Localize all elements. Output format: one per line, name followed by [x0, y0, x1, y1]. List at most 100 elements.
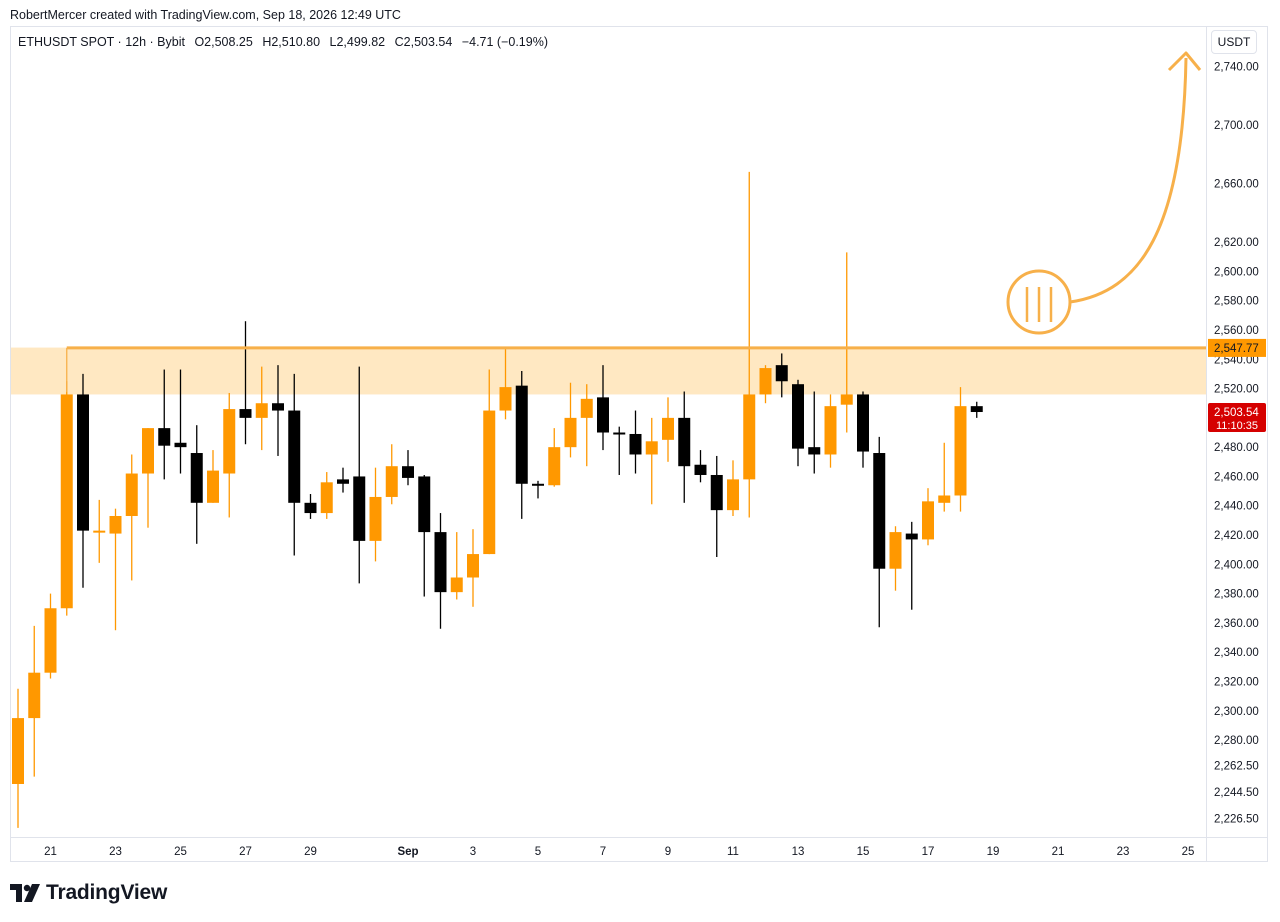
candle [515, 371, 528, 519]
resistance-price-badge [1208, 338, 1266, 357]
candle-body [970, 406, 983, 413]
candle-body [597, 397, 609, 433]
candle-body [272, 403, 284, 411]
candle [564, 382, 577, 458]
candle [970, 401, 983, 418]
candle-body [320, 482, 333, 514]
candle [499, 347, 512, 420]
time-tick-label: 27 [239, 846, 252, 858]
candle [304, 494, 317, 519]
candle-body [564, 417, 577, 448]
chart-credit: RobertMercer created with TradingView.co… [10, 8, 401, 22]
candle [207, 450, 219, 503]
candle-body [662, 417, 674, 440]
price-tick-label: 2,660.00 [1214, 179, 1259, 191]
candle-body [808, 447, 821, 455]
candle-body [369, 496, 382, 541]
candles-layer [12, 171, 983, 828]
symbol-label[interactable]: ETHUSDT SPOT · 12h · Bybit [18, 35, 185, 49]
candle-body [759, 368, 772, 395]
candle-body [223, 409, 236, 474]
candle [808, 391, 821, 474]
currency-button[interactable]: USDT [1211, 30, 1257, 54]
candle [450, 532, 463, 600]
price-tick-label: 2,520.00 [1214, 384, 1259, 396]
time-tick-label: 23 [1117, 846, 1130, 858]
candle [792, 379, 804, 467]
candle-body [402, 466, 414, 478]
candle [922, 488, 934, 546]
resistance-price-label: 2,547.77 [1214, 343, 1259, 355]
price-tick-label: 2,262.50 [1214, 761, 1259, 773]
candle [840, 252, 853, 433]
time-tick-label: 9 [665, 846, 671, 858]
candle-body [12, 718, 24, 784]
candle-body [44, 608, 57, 673]
candle [60, 381, 73, 616]
candle-body [337, 479, 349, 484]
candle-body [142, 428, 154, 474]
low-value: 2,499.82 [336, 35, 386, 49]
candle [759, 365, 772, 404]
candle-body [239, 409, 252, 418]
candle-body [775, 365, 788, 382]
annotation-layer [66, 51, 1206, 392]
price-tick-label: 2,320.00 [1214, 676, 1259, 688]
time-tick-label: 3 [470, 846, 476, 858]
price-tick-label: 2,600.00 [1214, 266, 1259, 278]
candle [353, 366, 366, 584]
time-tick-label: 11 [727, 846, 739, 858]
candle [369, 467, 382, 562]
price-tick-label: 2,380.00 [1214, 589, 1259, 601]
price-tick-label: 2,620.00 [1214, 237, 1259, 249]
time-tick-label: 15 [857, 846, 870, 858]
time-tick-label: 21 [1052, 846, 1065, 858]
candle-body [727, 479, 739, 511]
candle [402, 450, 414, 486]
tradingview-logo[interactable]: TradingView [10, 880, 167, 906]
candle-body [77, 394, 89, 531]
candle [873, 436, 886, 628]
candle-body [694, 464, 707, 475]
candle [255, 366, 268, 451]
high-value: 2,510.80 [271, 35, 321, 49]
time-tick-label: 21 [44, 846, 57, 858]
price-tick-label: 2,360.00 [1214, 618, 1259, 630]
candle-body [467, 554, 479, 578]
candle [629, 410, 642, 474]
candle-body [28, 672, 41, 719]
candle [532, 480, 544, 499]
candle-body [255, 403, 268, 418]
time-tick-label: 5 [535, 846, 541, 858]
candle [223, 392, 236, 518]
candle [727, 460, 739, 516]
change-value: −4.71 (−0.19%) [461, 35, 548, 49]
price-tick-label: 2,280.00 [1214, 735, 1259, 747]
price-tick-label: 2,560.00 [1214, 325, 1259, 337]
candle-body [288, 410, 301, 503]
price-tick-label: 2,580.00 [1214, 296, 1259, 308]
candle [548, 428, 561, 487]
candle-body [645, 441, 658, 455]
price-tick-label: 2,480.00 [1214, 442, 1259, 454]
low-key: L [329, 35, 337, 49]
price-tick-label: 2,700.00 [1214, 120, 1259, 132]
price-tick-label: 2,244.50 [1214, 787, 1259, 799]
candle [288, 373, 301, 556]
candle [109, 508, 122, 631]
candle-body [515, 385, 528, 484]
candle-body [532, 483, 544, 486]
candle-body [938, 495, 951, 503]
candle [174, 369, 187, 474]
candle-body [158, 428, 171, 446]
candle [239, 321, 252, 445]
time-tick-label: 23 [109, 846, 122, 858]
time-tick-label: 13 [792, 846, 805, 858]
candle-body [385, 466, 398, 497]
candle-body [174, 442, 187, 448]
open-value: 2,508.25 [204, 35, 253, 49]
close-key: C [394, 35, 404, 49]
last-price-badge [1208, 403, 1266, 433]
candle-body [840, 394, 853, 405]
